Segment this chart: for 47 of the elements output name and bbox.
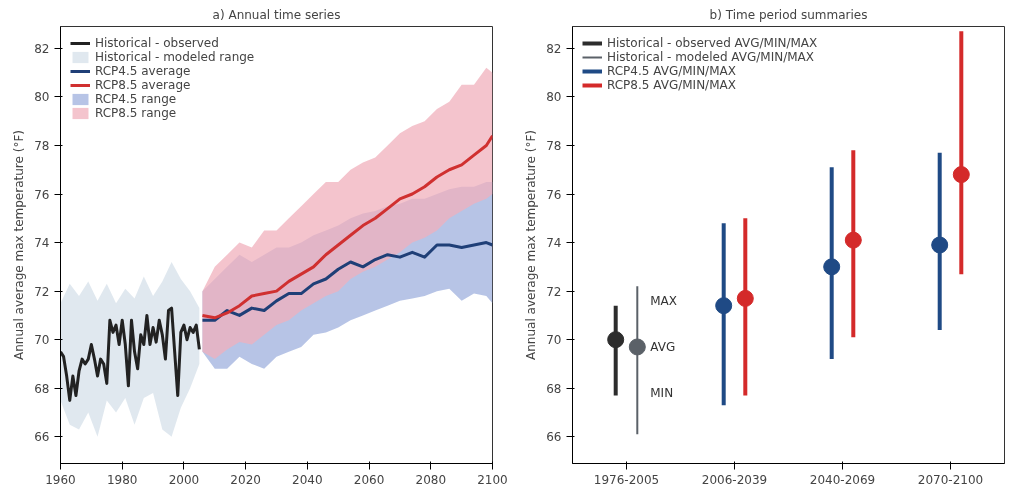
y-tick-label: 74 xyxy=(34,236,50,251)
legend-label: RCP8.5 average xyxy=(95,78,191,92)
y-tick-label: 70 xyxy=(34,333,50,348)
x-tick-label: 2080 xyxy=(415,472,447,487)
y-tick-label: 80 xyxy=(546,90,562,105)
y-tick-label: 78 xyxy=(546,138,562,153)
y-axis-title: Annual average max temperature (°F) xyxy=(524,130,539,360)
x-tick-label: 1960 xyxy=(45,472,76,487)
legend-label: RCP4.5 AVG/MIN/MAX xyxy=(607,64,736,78)
x-tick-label: 2100 xyxy=(477,472,508,487)
chart-title: b) Time period summaries xyxy=(709,7,868,22)
y-axis-title: Annual average max temperature (°F) xyxy=(12,130,27,360)
legend-label: RCP8.5 range xyxy=(95,106,177,120)
x-tick-label: 2060 xyxy=(353,472,385,487)
annotation: MAX xyxy=(650,293,678,308)
annotation: MIN xyxy=(650,386,674,401)
y-tick-label: 78 xyxy=(34,138,50,153)
legend-label: Historical - observed AVG/MIN/MAX xyxy=(607,36,818,50)
y-tick-label: 68 xyxy=(546,381,562,396)
y-tick-label: 76 xyxy=(546,187,562,202)
legend-label: RCP8.5 AVG/MIN/MAX xyxy=(607,78,736,92)
x-tick-label: 2006-2039 xyxy=(701,472,768,487)
x-tick-label: 1980 xyxy=(106,472,138,487)
legend-label: Historical - observed xyxy=(95,36,219,50)
x-tick-label: 2020 xyxy=(230,472,261,487)
y-tick-label: 76 xyxy=(34,187,50,202)
legend-label: RCP4.5 average xyxy=(95,64,191,78)
y-tick-label: 70 xyxy=(546,333,562,348)
x-tick-label: 2070-2100 xyxy=(917,472,984,487)
x-tick-label: 2000 xyxy=(168,472,200,487)
x-tick-label: 2040-2069 xyxy=(809,472,876,487)
y-tick-label: 66 xyxy=(34,430,50,445)
y-tick-label: 72 xyxy=(546,284,562,299)
y-tick-label: 68 xyxy=(34,381,50,396)
x-tick-label: 2040 xyxy=(292,472,323,487)
annotation: AVG xyxy=(650,339,676,354)
chart-title: a) Annual time series xyxy=(212,7,341,22)
y-tick-label: 82 xyxy=(546,41,562,56)
legend-label: Historical - modeled range xyxy=(95,50,255,64)
legend-label: Historical - modeled AVG/MIN/MAX xyxy=(607,50,815,64)
legend-label: RCP4.5 range xyxy=(95,92,177,106)
y-tick-label: 80 xyxy=(34,90,50,105)
y-tick-label: 72 xyxy=(34,284,50,299)
y-tick-label: 74 xyxy=(546,236,562,251)
y-tick-label: 66 xyxy=(546,430,562,445)
y-tick-label: 82 xyxy=(34,41,50,56)
x-tick-label: 1976-2005 xyxy=(593,472,660,487)
